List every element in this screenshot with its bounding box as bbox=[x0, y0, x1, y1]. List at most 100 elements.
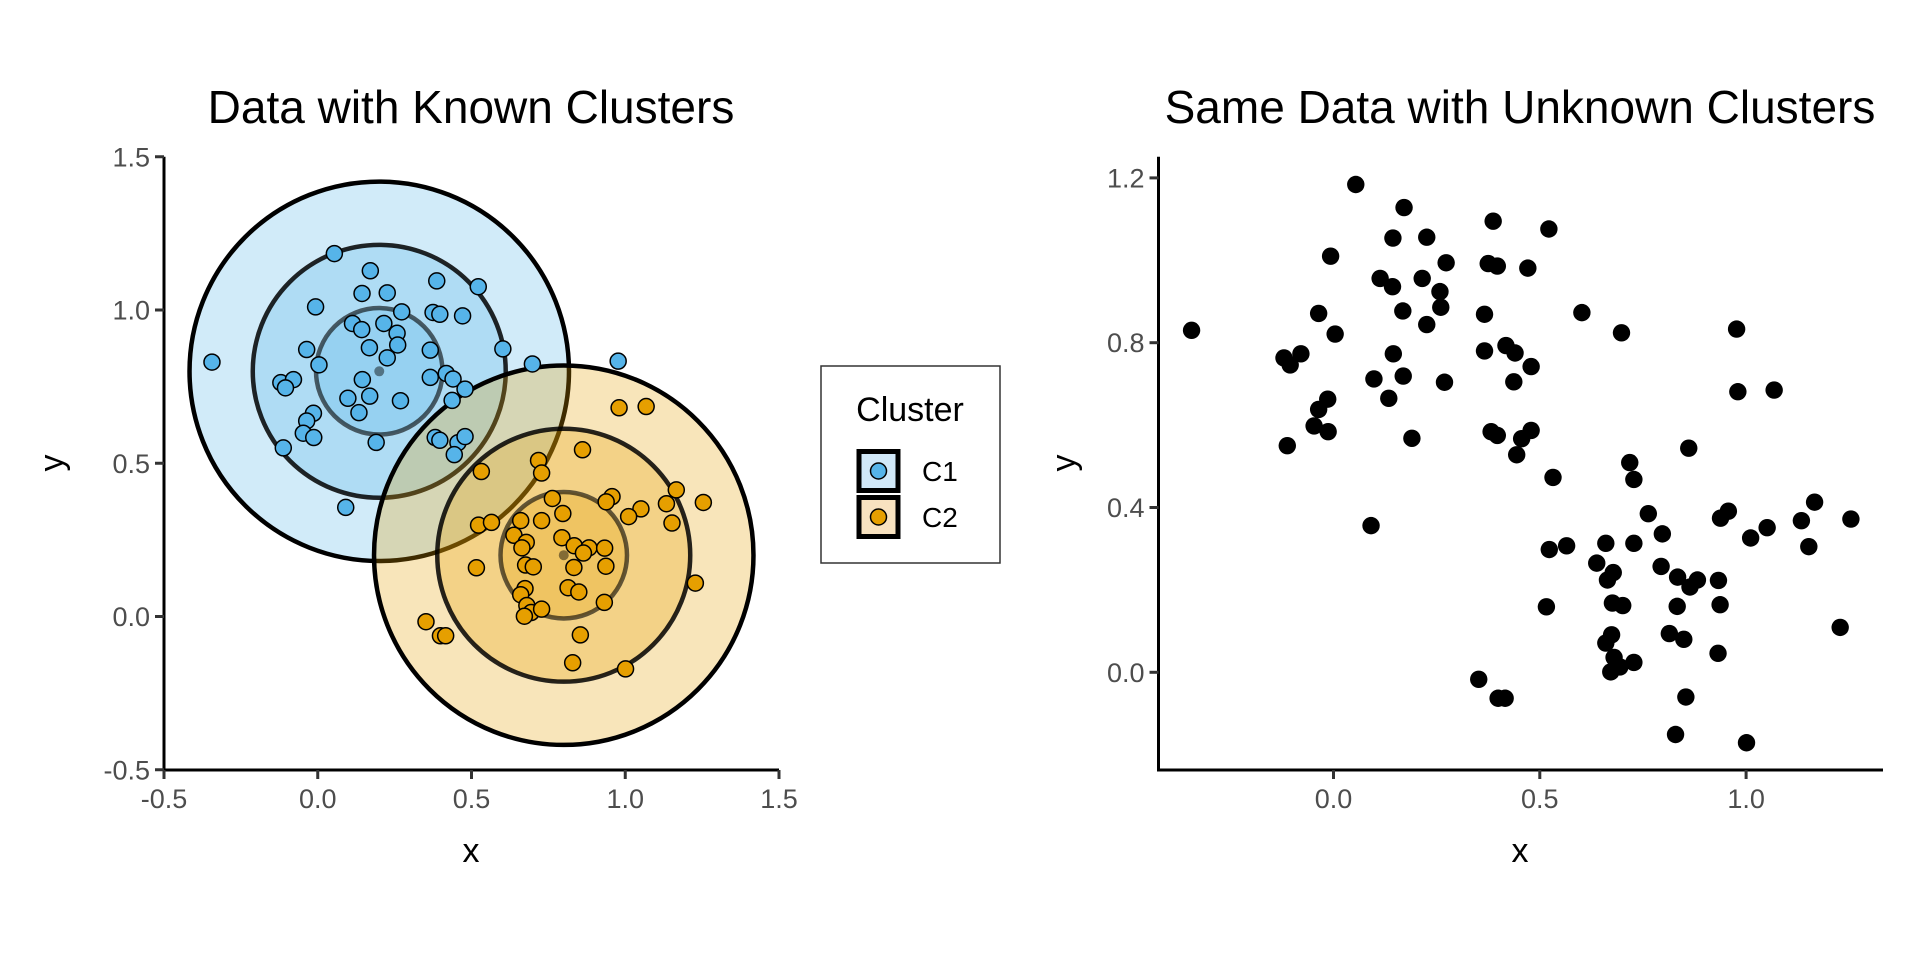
point bbox=[1326, 325, 1344, 343]
point-c1 bbox=[339, 389, 357, 408]
point bbox=[1384, 345, 1403, 363]
point bbox=[1727, 320, 1746, 338]
legend-marker-c2 bbox=[869, 508, 888, 526]
right-y-tick-label: 0.4 bbox=[1107, 493, 1145, 523]
left-x-tick-label: 0.0 bbox=[299, 784, 337, 814]
point-c1 bbox=[336, 498, 355, 517]
right-y-tick-label: 1.2 bbox=[1107, 163, 1145, 193]
point bbox=[1614, 596, 1632, 615]
point-c1 bbox=[350, 403, 368, 422]
point-c1 bbox=[443, 391, 461, 410]
left-y-tick-label: 0.5 bbox=[112, 449, 150, 479]
point bbox=[1488, 257, 1507, 275]
point bbox=[1519, 259, 1537, 277]
point-c1 bbox=[378, 349, 396, 367]
point bbox=[1365, 370, 1383, 388]
point-c2 bbox=[543, 489, 562, 508]
legend: Cluster C1 C2 bbox=[820, 365, 1001, 564]
point bbox=[1362, 516, 1380, 535]
point-c1 bbox=[305, 428, 323, 447]
point bbox=[1418, 315, 1436, 334]
point-c1 bbox=[392, 303, 411, 321]
point-c1 bbox=[431, 431, 449, 450]
point-c2 bbox=[597, 557, 615, 575]
left-x-tick-label: 1.0 bbox=[606, 784, 644, 814]
point-c1 bbox=[352, 320, 371, 339]
unlabeled-points bbox=[1182, 175, 1860, 752]
point bbox=[1653, 525, 1672, 543]
left-y-tick-label: 1.0 bbox=[112, 296, 150, 326]
point bbox=[1602, 663, 1620, 681]
point-c2 bbox=[610, 399, 628, 417]
point-c1 bbox=[428, 272, 446, 290]
point-c1 bbox=[361, 262, 380, 280]
point-c2 bbox=[573, 441, 592, 459]
point bbox=[1800, 537, 1818, 556]
point bbox=[1805, 493, 1824, 511]
left-x-tick-label: -0.5 bbox=[141, 784, 188, 814]
legend-marker-c1 bbox=[869, 462, 888, 480]
left-x-tick-label: 1.5 bbox=[760, 784, 798, 814]
point bbox=[1437, 254, 1455, 272]
point-c2 bbox=[472, 462, 491, 481]
point-c2 bbox=[532, 464, 551, 482]
point bbox=[1182, 321, 1201, 340]
point-c1 bbox=[421, 341, 440, 359]
point bbox=[1281, 356, 1299, 374]
ring-c2 bbox=[435, 426, 693, 684]
point bbox=[1395, 198, 1413, 217]
point bbox=[1522, 357, 1540, 376]
right-chart-title: Same Data with Unknown Clusters bbox=[1165, 81, 1876, 133]
point bbox=[1432, 298, 1450, 316]
left-y-tick-label: 0.0 bbox=[112, 602, 150, 632]
point-c1 bbox=[375, 314, 393, 333]
left-y-tick-label: -0.5 bbox=[103, 755, 150, 785]
point-c2 bbox=[515, 607, 534, 625]
point bbox=[1681, 578, 1699, 596]
left-y-axis-title: y bbox=[33, 455, 71, 472]
point bbox=[1544, 468, 1562, 487]
point-c1 bbox=[456, 380, 474, 398]
point-c1 bbox=[360, 387, 379, 405]
right-x-tick-label: 0.5 bbox=[1521, 784, 1559, 814]
point-c2 bbox=[686, 574, 705, 592]
point-c2 bbox=[513, 539, 531, 557]
point bbox=[1371, 269, 1389, 288]
point-c1 bbox=[456, 427, 474, 446]
point-c1 bbox=[444, 370, 462, 388]
point-c2 bbox=[511, 511, 530, 530]
point-c1 bbox=[421, 368, 440, 387]
left-x-tick-label: 0.5 bbox=[453, 784, 491, 814]
point bbox=[1496, 689, 1514, 707]
point-c2 bbox=[570, 583, 588, 601]
center-marker-c1 bbox=[374, 366, 385, 377]
point bbox=[1309, 400, 1328, 419]
point bbox=[1792, 511, 1811, 530]
right-axes: 0.0 0.5 1.0 0.0 0.4 0.8 1.2 bbox=[1107, 156, 1883, 814]
point-c1 bbox=[306, 298, 325, 316]
point-c2 bbox=[532, 600, 551, 618]
left-x-axis-title: x bbox=[463, 832, 480, 870]
point bbox=[1668, 568, 1687, 586]
point-c1 bbox=[453, 307, 472, 325]
point-c2 bbox=[553, 528, 571, 547]
known-cluster-points bbox=[203, 244, 713, 678]
point bbox=[1625, 534, 1643, 553]
ring-c2 bbox=[371, 363, 756, 748]
point-c1 bbox=[388, 336, 407, 354]
cluster-rings bbox=[187, 179, 756, 748]
point-c2 bbox=[667, 481, 686, 499]
point bbox=[1709, 644, 1727, 663]
point bbox=[1557, 537, 1576, 555]
point bbox=[1537, 598, 1556, 616]
point-c2 bbox=[595, 593, 614, 612]
point bbox=[1506, 344, 1524, 362]
point-c1 bbox=[469, 277, 488, 296]
point bbox=[1507, 446, 1526, 464]
point bbox=[1505, 373, 1523, 391]
point-c1 bbox=[310, 356, 328, 374]
point-c2 bbox=[436, 627, 455, 645]
point-c2 bbox=[417, 612, 435, 631]
point-c1 bbox=[203, 353, 221, 371]
point bbox=[1588, 554, 1606, 572]
